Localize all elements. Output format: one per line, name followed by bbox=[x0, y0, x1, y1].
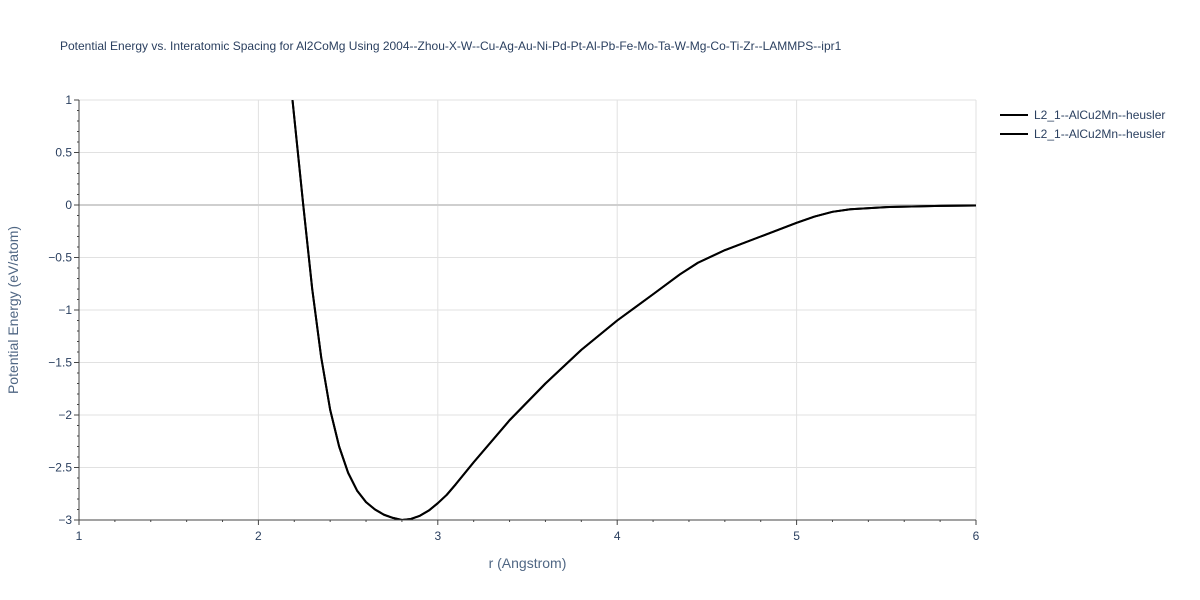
y-tick-label: 0 bbox=[65, 198, 72, 212]
x-tick-label: 2 bbox=[255, 529, 262, 543]
series-group bbox=[291, 100, 976, 520]
legend-item-1[interactable]: L2_1--AlCu2Mn--heusler bbox=[1000, 108, 1165, 122]
x-tick-label: 1 bbox=[76, 529, 83, 543]
series-line-2[interactable] bbox=[291, 100, 976, 520]
y-tick-label: −1 bbox=[58, 303, 72, 317]
y-tick-label: −1.5 bbox=[48, 356, 72, 370]
y-axis-title: Potential Energy (eV/atom) bbox=[5, 226, 21, 394]
legend[interactable]: L2_1--AlCu2Mn--heusler L2_1--AlCu2Mn--heu… bbox=[1000, 108, 1165, 141]
x-axis-title: r (Angstrom) bbox=[489, 555, 567, 571]
legend-label: L2_1--AlCu2Mn--heusler bbox=[1034, 127, 1165, 141]
grid bbox=[79, 99, 977, 520]
legend-label: L2_1--AlCu2Mn--heusler bbox=[1034, 108, 1165, 122]
axes bbox=[74, 99, 977, 525]
y-tick-label: 0.5 bbox=[55, 146, 72, 160]
y-tick-label: −3 bbox=[58, 513, 72, 527]
x-tick-label: 6 bbox=[973, 529, 980, 543]
tick-labels: 1 2 3 4 5 6 1 0.5 0 −0.5 −1 −1.5 −2 −2.5 −3 bbox=[48, 93, 979, 543]
y-tick-label: −2.5 bbox=[48, 461, 72, 475]
chart-title: Potential Energy vs. Interatomic Spacing… bbox=[60, 39, 842, 53]
y-tick-label: 1 bbox=[65, 93, 72, 107]
x-tick-label: 5 bbox=[793, 529, 800, 543]
legend-item-2[interactable]: L2_1--AlCu2Mn--heusler bbox=[1000, 127, 1165, 141]
y-tick-label: −0.5 bbox=[48, 251, 72, 265]
x-tick-label: 3 bbox=[434, 529, 441, 543]
y-tick-label: −2 bbox=[58, 408, 72, 422]
x-tick-label: 4 bbox=[614, 529, 621, 543]
